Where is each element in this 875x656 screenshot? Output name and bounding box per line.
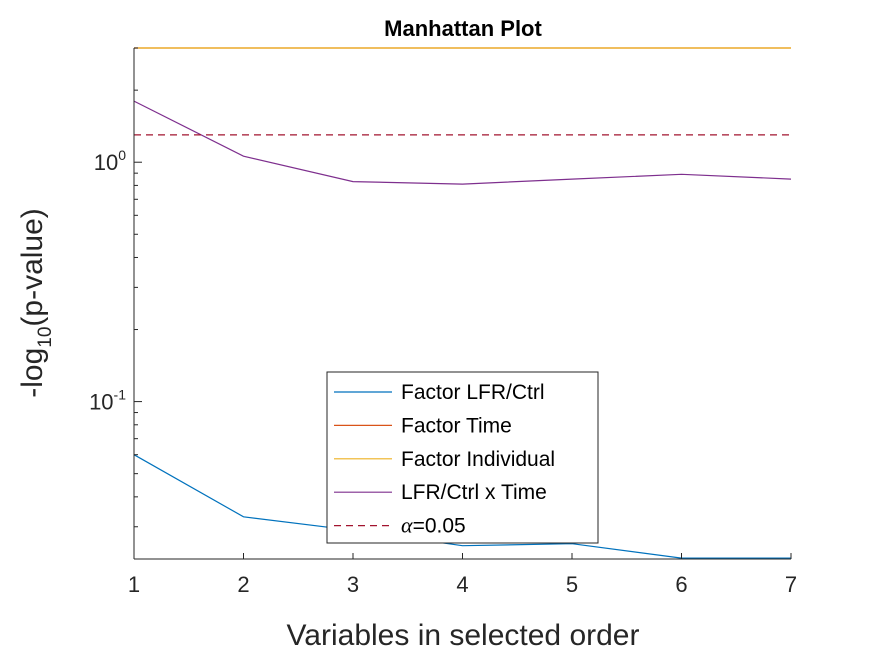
y-axis-label-prefix: -log [16,348,49,398]
y-axis-label: -log10(p-value) [16,208,56,398]
legend-label: Factor Individual [401,448,555,471]
y-tick-label: 10-1 [89,387,126,415]
legend-items: Factor LFR/Ctrl Factor Time Factor Individ… [334,381,555,538]
x-tick-label: 6 [675,572,687,597]
x-tick-label: 4 [456,572,468,597]
legend-label: Factor LFR/Ctrl [401,381,545,404]
series-line-4 [133,100,792,185]
y-axis-label-suffix: (p-value) [16,208,49,326]
x-tick-label: 7 [785,572,797,597]
y-axis-label-subscript: 10 [35,327,56,348]
y-tick-label: 100 [94,147,126,175]
x-tick-label: 5 [566,572,578,597]
x-tick-label: 1 [128,572,140,597]
x-tick-label: 2 [237,572,249,597]
series-layer [133,47,792,559]
x-axis-label: Variables in selected order [287,619,640,652]
legend-label-alpha: α=0.05 [401,513,466,538]
legend: Factor LFR/Ctrl Factor Time Factor Individ… [326,371,599,544]
chart-title: Manhattan Plot [384,16,542,41]
x-tick-label: 3 [347,572,359,597]
legend-label: Factor Time [401,414,512,437]
legend-label: LFR/Ctrl x Time [401,481,547,504]
ticks-layer: 1 2 3 4 5 6 7 10-1 100 [89,47,797,597]
legend-box [326,371,599,544]
